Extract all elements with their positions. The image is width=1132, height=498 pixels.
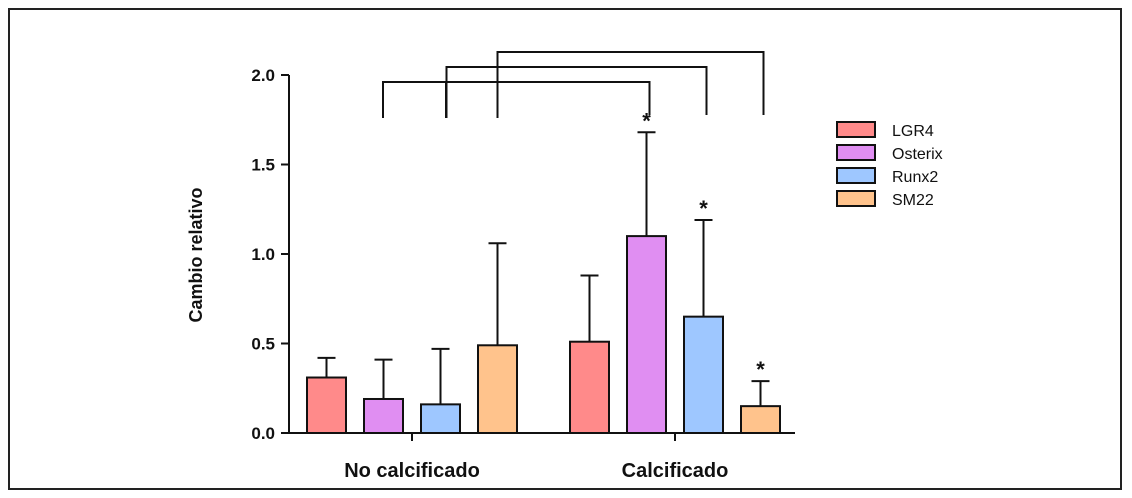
x-tick-label: No calcificado [344,460,480,482]
legend-label-lgr4: LGR4 [892,123,934,140]
significance-star: * [756,357,765,382]
legend-swatch-sm22 [836,190,876,207]
legend-swatch-osterix [836,144,876,161]
comparison-bracket [496,51,765,118]
comparison-bracket [445,66,708,118]
axes-group: 0.0 0.5 1.0 1.5 2.0 No calcificado Calcificado [251,66,795,482]
bar-osterix-0 [363,397,404,434]
y-axis-title: Cambio relativo [186,187,206,322]
bar-runx2-0 [420,403,461,434]
bar-lgr4-1 [569,340,610,434]
significance-star: * [699,196,708,221]
error-bars-group [317,131,770,407]
x-tick-label: Calcificado [622,460,729,482]
y-tick-label: 0.5 [251,335,275,354]
y-tick-label: 1.5 [251,156,275,175]
y-tick-label: 2.0 [251,66,275,85]
y-tick-label: 0.0 [251,424,275,443]
legend-label-sm22: SM22 [892,192,934,209]
bar-sm22-0 [477,344,518,435]
chart-frame [8,8,1122,490]
comparison-brackets [382,51,765,118]
bars-group [306,235,781,435]
bar-lgr4-0 [306,376,347,435]
bar-runx2-1 [683,315,724,434]
bar-osterix-1 [626,235,667,434]
significance-star: * [642,108,651,133]
legend-label-runx2: Runx2 [892,169,938,186]
comparison-bracket [382,81,651,118]
legend: LGR4 Osterix Runx2 SM22 [836,121,943,209]
legend-swatch-runx2 [836,167,876,184]
legend-label-osterix: Osterix [892,146,943,163]
significance-markers: * * * [642,108,765,382]
y-tick-label: 1.0 [251,245,275,264]
bar-sm22-1 [740,405,781,434]
legend-swatch-lgr4 [836,121,876,138]
